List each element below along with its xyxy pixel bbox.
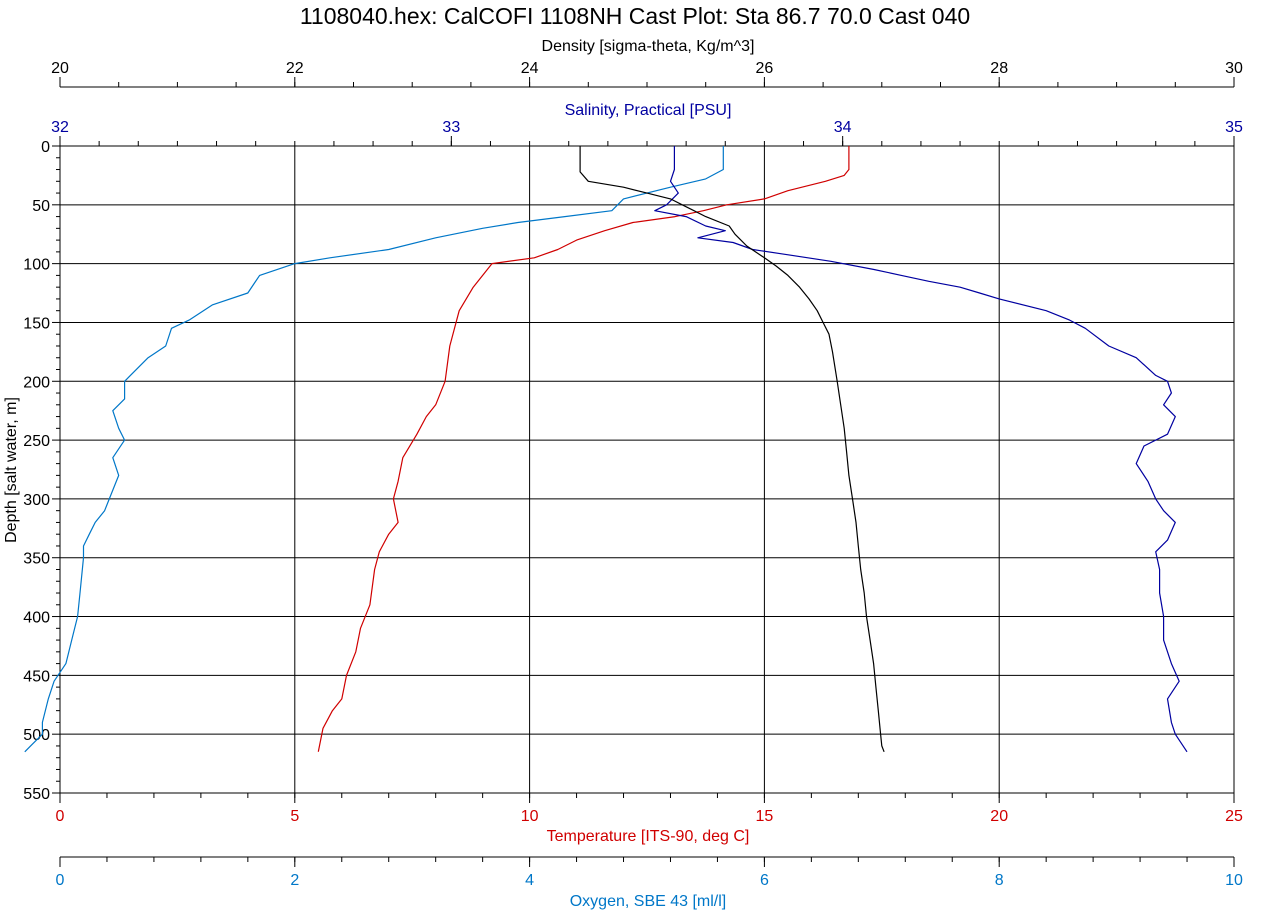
oxygen-tick-label: 10 [1225,872,1243,889]
density-tick-label: 24 [521,60,539,77]
depth-axis-label: Depth [salt water, m] [3,397,20,543]
plot-grid [60,146,1234,793]
salinity-profile-line [654,146,1188,753]
depth-tick-label: 150 [23,315,50,332]
depth-tick-label: 550 [23,786,50,803]
oxygen-tick-label: 4 [525,872,534,889]
temperature-axis-label: Temperature [ITS-90, deg C] [547,828,750,845]
density-tick-label: 22 [286,60,304,77]
depth-tick-label: 100 [23,257,50,274]
depth-tick-label: 50 [32,198,50,215]
temperature-tick-label: 10 [521,808,539,825]
density-tick-label: 26 [756,60,774,77]
temperature-tick-label: 5 [290,808,299,825]
oxygen-axis-label: Oxygen, SBE 43 [ml/l] [570,893,727,910]
temperature-tick-label: 25 [1225,808,1243,825]
depth-tick-label: 200 [23,374,50,391]
temperature-tick-label: 0 [56,808,65,825]
depth-tick-label: 300 [23,492,50,509]
salinity-tick-label: 32 [51,119,69,136]
depth-tick-label: 350 [23,551,50,568]
depth-tick-label: 0 [41,139,50,156]
density-profile-line [579,146,885,753]
salinity-axis-label: Salinity, Practical [PSU] [565,102,732,119]
density-tick-label: 20 [51,60,69,77]
salinity-tick-label: 34 [834,119,852,136]
salinity-tick-label: 33 [442,119,460,136]
oxygen-tick-label: 6 [760,872,769,889]
depth-tick-label: 400 [23,610,50,627]
temperature-tick-label: 15 [756,808,774,825]
salinity-tick-label: 35 [1225,119,1243,136]
density-axis-label: Density [sigma-theta, Kg/m^3] [542,38,755,55]
oxygen-profile-line [24,146,724,753]
temperature-profile-line [317,146,850,752]
depth-tick-label: 500 [23,727,50,744]
density-tick-label: 28 [990,60,1008,77]
oxygen-tick-label: 8 [995,872,1004,889]
oxygen-tick-label: 2 [290,872,299,889]
data-series [24,146,1188,753]
chart-title: 1108040.hex: CalCOFI 1108NH Cast Plot: S… [300,3,970,29]
density-tick-label: 30 [1225,60,1243,77]
depth-tick-label: 450 [23,668,50,685]
oxygen-tick-label: 0 [56,872,65,889]
temperature-tick-label: 20 [990,808,1008,825]
depth-tick-label: 250 [23,433,50,450]
